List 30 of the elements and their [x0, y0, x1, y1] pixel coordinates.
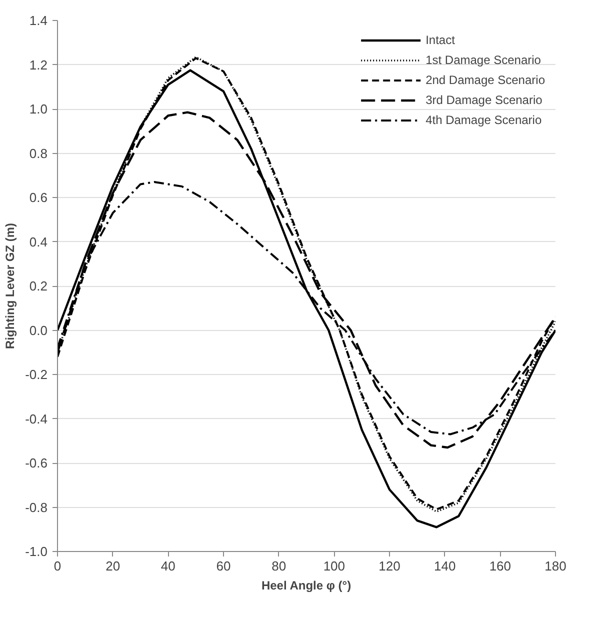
- y-tick-label: 0.4: [29, 234, 48, 250]
- y-tick-label: -0.6: [25, 456, 48, 470]
- x-axis-title: Heel Angle φ (°): [261, 578, 352, 592]
- legend-label: 2nd Damage Scenario: [426, 73, 545, 87]
- y-tick-label: 0.2: [29, 278, 48, 294]
- x-tick-label: 160: [489, 558, 512, 574]
- y-tick-label: 1.0: [29, 102, 48, 116]
- x-tick-label: 0: [54, 558, 62, 574]
- x-tick-label: 20: [106, 558, 120, 574]
- x-tick-label: 140: [434, 558, 456, 574]
- x-tick-label: 180: [544, 558, 566, 574]
- legend-label: 1st Damage Scenario: [426, 53, 541, 67]
- legend-label: Intact: [426, 33, 455, 47]
- y-tick-label: 1.4: [29, 13, 48, 28]
- x-tick-label: 40: [160, 558, 176, 574]
- legend-label: 4th Damage Scenario: [426, 113, 542, 127]
- y-tick-label: 1.2: [29, 57, 48, 72]
- y-tick-label: -0.8: [25, 500, 48, 515]
- y-tick-label: -0.2: [25, 367, 48, 382]
- y-tick-label: -1.0: [25, 544, 48, 559]
- x-tick-label: 80: [272, 558, 286, 574]
- y-tick-label: 0.0: [29, 322, 48, 338]
- y-tick-label: 0.6: [29, 190, 48, 205]
- x-tick-label: 100: [323, 558, 346, 574]
- x-tick-label: 120: [378, 558, 400, 574]
- x-tick-label: 60: [216, 558, 231, 574]
- y-axis-title: Righting Lever GZ (m): [3, 222, 18, 349]
- y-tick-label: -0.4: [25, 411, 48, 426]
- legend-label: 3rd Damage Scenario: [426, 93, 542, 107]
- y-tick-label: 0.8: [29, 146, 48, 161]
